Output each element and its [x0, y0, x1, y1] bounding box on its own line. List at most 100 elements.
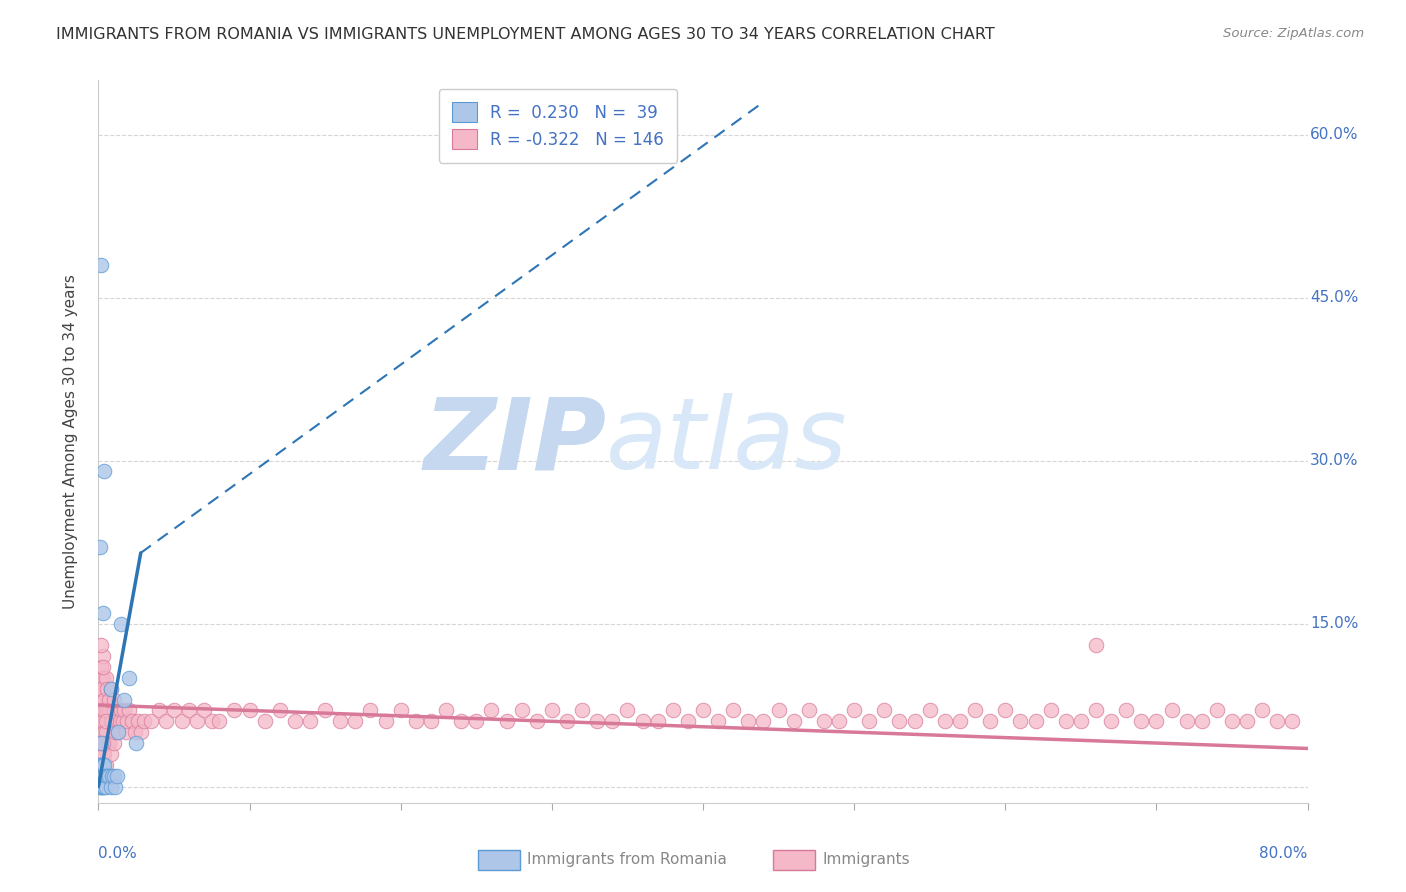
Point — [103, 692, 125, 706]
Text: Immigrants from Romania: Immigrants from Romania — [527, 853, 727, 867]
Point — [813, 714, 835, 729]
Point — [94, 671, 117, 685]
Point — [101, 714, 124, 729]
Point — [91, 736, 114, 750]
Point — [89, 736, 111, 750]
Point — [98, 736, 121, 750]
Point — [91, 671, 114, 685]
Point — [91, 780, 114, 794]
Point — [91, 757, 114, 772]
Point — [1115, 703, 1137, 717]
Point — [1130, 714, 1153, 729]
Point — [1024, 714, 1046, 729]
Point — [110, 616, 132, 631]
Point — [1191, 714, 1213, 729]
Point — [314, 703, 336, 717]
Point — [1099, 714, 1122, 729]
Point — [344, 714, 367, 729]
Point — [1085, 638, 1108, 652]
Point — [616, 703, 638, 717]
Point — [89, 769, 111, 783]
Point — [94, 714, 117, 729]
Point — [692, 703, 714, 717]
Point — [111, 714, 134, 729]
Point — [91, 681, 114, 696]
Point — [96, 703, 118, 717]
Point — [141, 714, 163, 729]
Point — [495, 714, 517, 729]
Point — [103, 736, 125, 750]
Point — [90, 769, 112, 783]
Point — [103, 769, 125, 783]
Point — [89, 769, 111, 783]
Point — [918, 703, 941, 717]
Point — [110, 703, 132, 717]
Point — [783, 714, 806, 729]
Text: ZIP: ZIP — [423, 393, 606, 490]
Point — [934, 714, 956, 729]
Point — [284, 714, 307, 729]
Point — [89, 541, 111, 555]
Point — [125, 736, 148, 750]
Text: Immigrants: Immigrants — [823, 853, 910, 867]
Point — [1251, 703, 1274, 717]
Point — [170, 714, 193, 729]
Point — [420, 714, 443, 729]
Point — [360, 703, 382, 717]
Point — [858, 714, 880, 729]
Point — [155, 714, 177, 729]
Text: 30.0%: 30.0% — [1310, 453, 1358, 468]
Point — [201, 714, 224, 729]
Point — [93, 769, 115, 783]
Point — [105, 769, 128, 783]
Point — [1054, 714, 1077, 729]
Point — [752, 714, 775, 729]
Point — [94, 757, 117, 772]
Point — [844, 703, 866, 717]
Point — [93, 692, 115, 706]
Point — [269, 703, 291, 717]
Point — [661, 703, 683, 717]
Point — [1206, 703, 1229, 717]
Point — [91, 769, 114, 783]
Point — [1160, 703, 1182, 717]
Point — [118, 703, 141, 717]
Point — [90, 780, 112, 794]
Point — [100, 780, 122, 794]
Point — [1085, 703, 1108, 717]
Point — [91, 606, 114, 620]
Legend: R =  0.230   N =  39, R = -0.322   N = 146: R = 0.230 N = 39, R = -0.322 N = 146 — [439, 88, 678, 162]
Point — [450, 714, 472, 729]
Point — [179, 703, 201, 717]
Point — [93, 780, 115, 794]
Point — [1281, 714, 1303, 729]
Point — [124, 725, 146, 739]
Y-axis label: Unemployment Among Ages 30 to 34 years: Unemployment Among Ages 30 to 34 years — [63, 274, 77, 609]
Point — [90, 757, 112, 772]
Point — [979, 714, 1001, 729]
Point — [93, 692, 115, 706]
Point — [94, 780, 117, 794]
Point — [208, 714, 231, 729]
Point — [103, 703, 125, 717]
Point — [1039, 703, 1062, 717]
Point — [100, 681, 122, 696]
Point — [253, 714, 276, 729]
Point — [94, 703, 117, 717]
Point — [1175, 714, 1198, 729]
Point — [91, 769, 114, 783]
Point — [100, 714, 122, 729]
Point — [1236, 714, 1258, 729]
Text: atlas: atlas — [606, 393, 848, 490]
Point — [602, 714, 624, 729]
Point — [93, 725, 115, 739]
Point — [90, 757, 112, 772]
Point — [118, 671, 141, 685]
Point — [193, 703, 215, 717]
Point — [100, 681, 122, 696]
Point — [481, 703, 503, 717]
Point — [465, 714, 488, 729]
Point — [98, 692, 121, 706]
Point — [434, 703, 457, 717]
Point — [965, 703, 987, 717]
